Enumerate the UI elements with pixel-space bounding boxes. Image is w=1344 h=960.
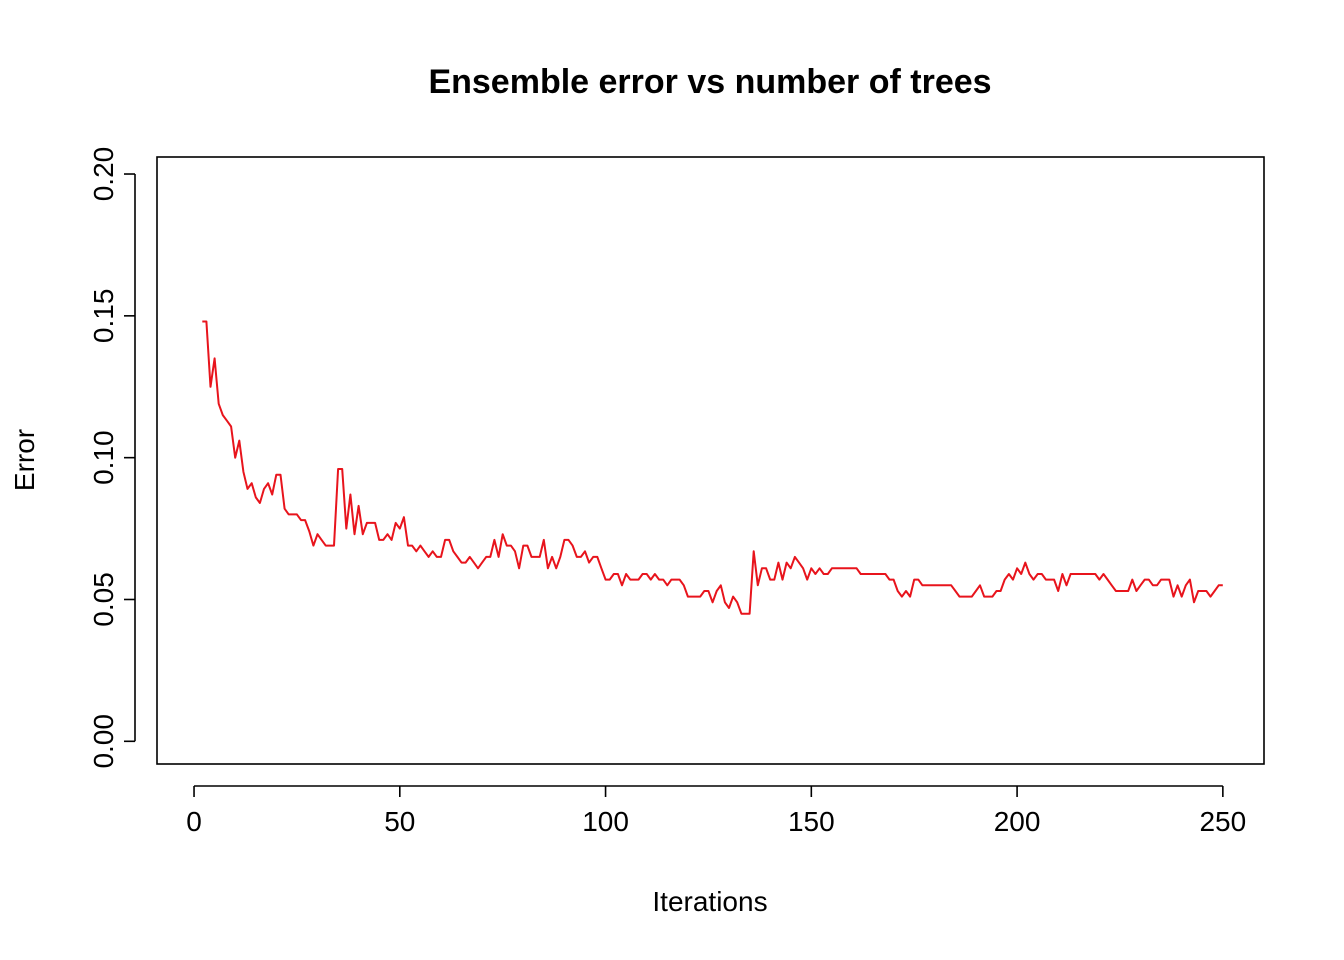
- plot-frame: [156, 156, 1265, 765]
- x-tick-label: 50: [384, 806, 415, 837]
- y-tick-label: 0.05: [88, 572, 119, 627]
- x-tick-label: 100: [582, 806, 629, 837]
- y-axis-label: Error: [9, 429, 40, 491]
- y-axis: 0.00 0.05 0.10 0.15 0.20: [88, 147, 136, 769]
- x-tick-label: 0: [186, 806, 202, 837]
- x-tick-label: 150: [788, 806, 835, 837]
- y-tick-label: 0.00: [88, 714, 119, 769]
- y-tick-label: 0.15: [88, 289, 119, 344]
- x-tick-label: 250: [1199, 806, 1246, 837]
- chart-title: Ensemble error vs number of trees: [428, 63, 991, 101]
- error-series-line: [202, 320, 1223, 615]
- y-tick-label: 0.20: [88, 147, 119, 202]
- x-tick-label: 200: [994, 806, 1041, 837]
- x-axis-label: Iterations: [652, 886, 767, 917]
- y-tick-label: 0.10: [88, 430, 119, 485]
- x-axis: 0 50 100 150 200 250: [186, 785, 1246, 837]
